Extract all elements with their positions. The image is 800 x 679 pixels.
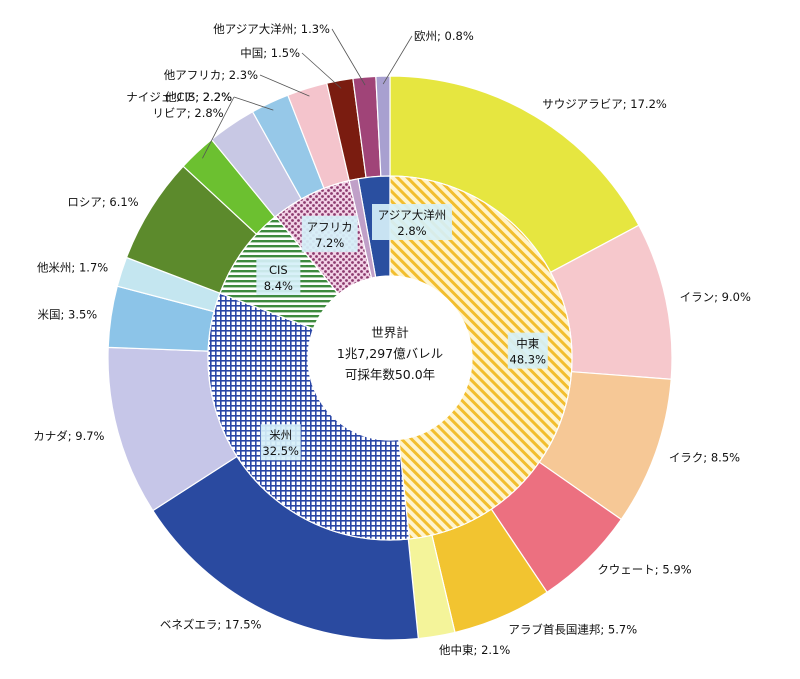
center-hole [308,276,472,440]
outer-label: サウジアラビア; 17.2% [542,97,667,111]
inner-labels: アジア大洋州 2.8% 中東 48.3% 米州 32.5% CIS 8.4% アフリカ 7.2% [256,204,548,461]
center-total: 1兆7,297億バレル [337,346,443,361]
leader-line [233,96,274,111]
leader-line [301,52,342,89]
inner-label-name: アジア大洋州 [378,208,447,222]
outer-label: 他CIS; 2.2% [165,90,232,104]
inner-label-box [301,215,358,252]
inner-label-box [260,424,301,461]
outer-label: 他アフリカ; 2.3% [164,68,258,82]
outer-label: リビア; 2.8% [152,106,223,120]
outer-label: 他中東; 2.1% [439,643,510,657]
inner-label-name: CIS [269,263,288,277]
inner-label: 中東 48.3% [507,332,548,369]
outer-label: 中国; 1.5% [240,46,300,60]
inner-label-pct: 8.4% [264,279,293,293]
center-label: 世界計 1兆7,297億バレル 可採年数50.0年 [308,276,472,440]
outer-label: 他米州; 1.7% [37,260,108,274]
inner-label: アジア大洋州 2.8% [372,204,452,240]
inner-label-name: 中東 [516,337,539,351]
center-title: 世界計 [371,325,409,340]
outer-ring [107,75,673,641]
leader-line [331,28,366,86]
outer-label: アラブ首長国連邦; 5.7% [508,622,637,636]
leader-line [202,96,235,159]
inner-label-box [507,332,548,369]
inner-label-name: アフリカ [307,220,353,234]
outer-labels: サウジアラビア; 17.2% イラン; 9.0% イラク; 8.5% クウェート; 5… [33,22,751,657]
center-years: 可採年数50.0年 [345,367,435,382]
outer-label: イラク; 8.5% [669,450,740,464]
inner-label-pct: 48.3% [510,353,547,367]
inner-label-pct: 32.5% [262,444,299,458]
inner-label: 米州 32.5% [260,424,301,461]
outer-label: ロシア; 6.1% [67,195,138,209]
outer-label: 他アジア大洋州; 1.3% [213,22,330,36]
outer-label: イラン; 9.0% [680,290,751,304]
inner-label-pct: 7.2% [315,236,344,250]
inner-label-box [256,258,301,295]
outer-label: ベネズエラ; 17.5% [160,618,262,632]
outer-label: クウェート; 5.9% [597,562,691,576]
inner-label-pct: 2.8% [397,224,426,238]
leader-line [382,35,413,85]
inner-label-box [372,204,452,240]
leader-line [259,74,310,97]
inner-label: CIS 8.4% [256,258,301,295]
outer-label: 欧州; 0.8% [414,29,474,43]
leader-lines [202,28,413,159]
inner-label-name: 米州 [269,428,292,442]
outer-label: 米国; 3.5% [37,307,97,321]
outer-label: ナイジェリア; 2.2% [126,90,232,104]
inner-label: アフリカ 7.2% [301,215,358,252]
outer-label: カナダ; 9.7% [33,429,104,443]
